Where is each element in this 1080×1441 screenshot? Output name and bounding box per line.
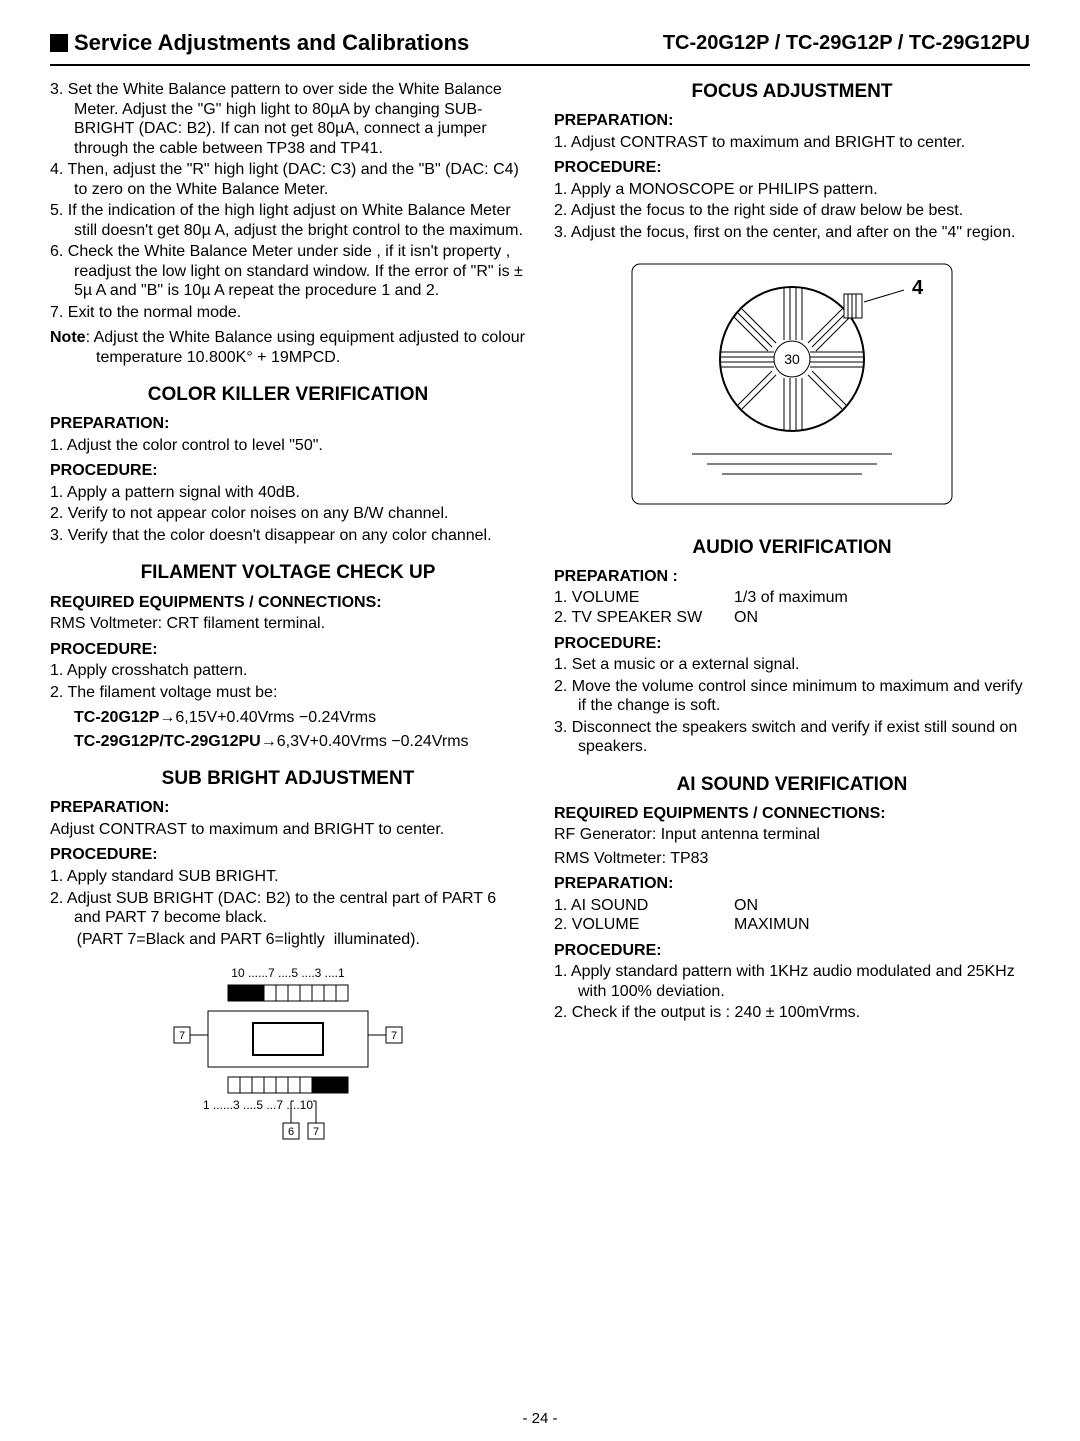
audio-proc-3: 3. Disconnect the speakers switch and ve… bbox=[554, 718, 1030, 757]
audio-kv1-v: 1/3 of maximum bbox=[734, 588, 848, 608]
focus-prep-head: PREPARATION: bbox=[554, 111, 1030, 131]
audio-proc-2: 2. Move the volume control since minimum… bbox=[554, 677, 1030, 716]
wb-note-text: Adjust the White Balance using equipment… bbox=[94, 329, 525, 366]
focus-proc-2: 2. Adjust the focus to the right side of… bbox=[554, 201, 1030, 221]
wb-step-3: 3. Set the White Balance pattern to over… bbox=[50, 80, 526, 158]
page-number: - 24 - bbox=[0, 1410, 1080, 1427]
svg-text:7: 7 bbox=[391, 1030, 397, 1042]
focus-proc-3: 3. Adjust the focus, first on the center… bbox=[554, 223, 1030, 243]
ai-kv2-k: 2. VOLUME bbox=[554, 915, 734, 935]
audio-kv2-v: ON bbox=[734, 608, 758, 628]
wb-step-5: 5. If the indication of the high light a… bbox=[50, 201, 526, 240]
ai-req2: RMS Voltmeter: TP83 bbox=[554, 849, 1030, 869]
ai-kv2-v: MAXIMUN bbox=[734, 915, 810, 935]
ck-proc-2: 2. Verify to not appear color noises on … bbox=[50, 504, 526, 524]
ai-prep-head: PREPARATION: bbox=[554, 874, 1030, 894]
ai-proc-head: PROCEDURE: bbox=[554, 941, 1030, 961]
svg-text:7: 7 bbox=[179, 1030, 185, 1042]
fil-proc-2a: TC-20G12P→6,15V+0.40Vrms −0.24Vrms bbox=[50, 708, 526, 728]
filament-title: FILAMENT VOLTAGE CHECK UP bbox=[50, 561, 526, 584]
sb-proc-head: PROCEDURE: bbox=[50, 845, 526, 865]
fil-proc-head: PROCEDURE: bbox=[50, 640, 526, 660]
svg-text:30: 30 bbox=[784, 351, 800, 367]
header-bullet bbox=[50, 34, 68, 52]
audio-proc-head: PROCEDURE: bbox=[554, 634, 1030, 654]
sub-bright-svg: 10 ......7 ....5 ....3 ....1 bbox=[138, 961, 438, 1161]
ai-proc-2: 2. Check if the output is : 240 ± 100mVr… bbox=[554, 1003, 1030, 1023]
diag-bottom-label: 1 ......3 ....5 ...7 ....10 bbox=[203, 1098, 313, 1112]
sb-proc-2: 2. Adjust SUB BRIGHT (DAC: B2) to the ce… bbox=[50, 889, 526, 928]
fil-proc-2b: TC-29G12P/TC-29G12PU→6,3V+0.40Vrms −0.24… bbox=[50, 732, 526, 752]
fil-req: RMS Voltmeter: CRT filament terminal. bbox=[50, 614, 526, 634]
audio-kv2-k: 2. TV SPEAKER SW bbox=[554, 608, 734, 628]
focus-svg: 30 bbox=[622, 254, 962, 514]
wb-continuation-list: 3. Set the White Balance pattern to over… bbox=[50, 80, 526, 322]
focus-prep-1: 1. Adjust CONTRAST to maximum and BRIGHT… bbox=[554, 133, 1030, 153]
audio-prep-head: PREPARATION : bbox=[554, 567, 1030, 587]
sb-prep: Adjust CONTRAST to maximum and BRIGHT to… bbox=[50, 820, 526, 840]
region-4-label: 4 bbox=[912, 277, 924, 299]
wb-step-7: 7. Exit to the normal mode. bbox=[50, 303, 526, 323]
ck-proc-3: 3. Verify that the color doesn't disappe… bbox=[50, 526, 526, 546]
fil-proc-2: 2. The filament voltage must be: bbox=[50, 683, 526, 703]
ai-sound-title: AI SOUND VERIFICATION bbox=[554, 773, 1030, 796]
ai-req-head: REQUIRED EQUIPMENTS / CONNECTIONS: bbox=[554, 804, 1030, 824]
model-numbers: TC-20G12P / TC-29G12P / TC-29G12PU bbox=[643, 32, 1030, 55]
page-header-title: Service Adjustments and Calibrations bbox=[74, 30, 469, 56]
wb-step-4: 4. Then, adjust the "R" high light (DAC:… bbox=[50, 160, 526, 199]
right-column: FOCUS ADJUSTMENT PREPARATION: 1. Adjust … bbox=[554, 80, 1030, 1179]
focus-title: FOCUS ADJUSTMENT bbox=[554, 80, 1030, 103]
color-killer-title: COLOR KILLER VERIFICATION bbox=[50, 383, 526, 406]
audio-kv1-k: 1. VOLUME bbox=[554, 588, 734, 608]
svg-text:6: 6 bbox=[288, 1126, 294, 1138]
ai-kv1-v: ON bbox=[734, 896, 758, 916]
audio-proc-1: 1. Set a music or a external signal. bbox=[554, 655, 1030, 675]
ck-prep-1: 1. Adjust the color control to level "50… bbox=[50, 436, 526, 456]
ai-req1: RF Generator: Input antenna terminal bbox=[554, 825, 1030, 845]
sb-proc-3: (PART 7=Black and PART 6=lightly illumin… bbox=[50, 930, 526, 950]
ai-kv1-k: 1. AI SOUND bbox=[554, 896, 734, 916]
sb-prep-head: PREPARATION: bbox=[50, 798, 526, 818]
focus-proc-head: PROCEDURE: bbox=[554, 158, 1030, 178]
focus-proc-1: 1. Apply a MONOSCOPE or PHILIPS pattern. bbox=[554, 180, 1030, 200]
svg-text:7: 7 bbox=[313, 1126, 319, 1138]
ai-proc-1: 1. Apply standard pattern with 1KHz audi… bbox=[554, 962, 1030, 1001]
ck-proc-1: 1. Apply a pattern signal with 40dB. bbox=[50, 483, 526, 503]
focus-diagram: 30 bbox=[554, 254, 1030, 520]
fil-req-head: REQUIRED EQUIPMENTS / CONNECTIONS: bbox=[50, 593, 526, 613]
header-rule bbox=[50, 64, 1030, 66]
ck-prep-head: PREPARATION: bbox=[50, 414, 526, 434]
wb-step-6: 6. Check the White Balance Meter under s… bbox=[50, 242, 526, 301]
wb-note: Note: Adjust the White Balance using equ… bbox=[50, 328, 526, 367]
sub-bright-title: SUB BRIGHT ADJUSTMENT bbox=[50, 767, 526, 790]
fil-proc-1: 1. Apply crosshatch pattern. bbox=[50, 661, 526, 681]
audio-title: AUDIO VERIFICATION bbox=[554, 536, 1030, 559]
diag-top-label: 10 ......7 ....5 ....3 ....1 bbox=[231, 966, 345, 980]
ck-proc-head: PROCEDURE: bbox=[50, 461, 526, 481]
left-column: 3. Set the White Balance pattern to over… bbox=[50, 80, 526, 1179]
sb-proc-1: 1. Apply standard SUB BRIGHT. bbox=[50, 867, 526, 887]
sub-bright-diagram: 10 ......7 ....5 ....3 ....1 bbox=[50, 961, 526, 1167]
